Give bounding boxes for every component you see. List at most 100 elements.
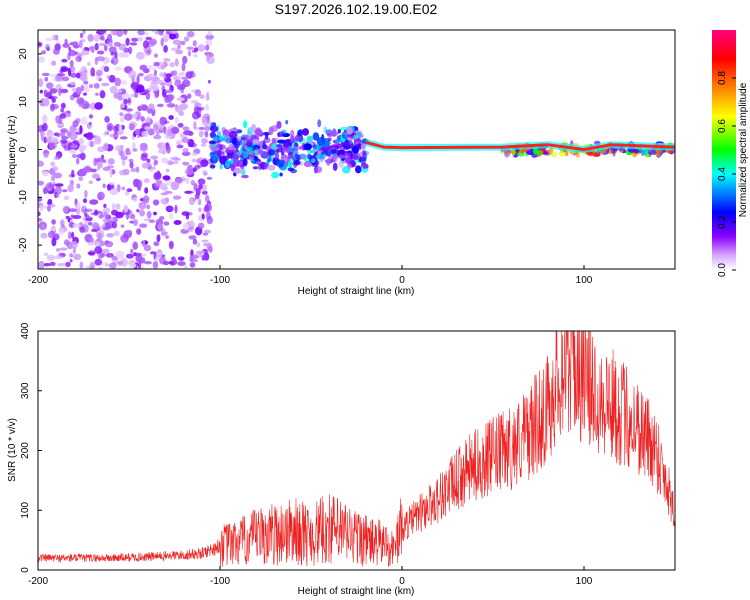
spectrogram-cell — [44, 76, 49, 82]
spectrogram-cell — [109, 133, 119, 138]
spectrogram-cell — [38, 160, 44, 167]
spectrogram-cell — [38, 42, 42, 47]
spectrogram-cell — [156, 234, 161, 243]
spectrogram-cell — [165, 89, 173, 94]
spectrogram-cell — [209, 164, 216, 169]
spectrogram-cell — [228, 143, 235, 151]
spectrogram-cell — [125, 211, 129, 220]
spectrogram-cell — [203, 172, 208, 176]
spectrogram-cell — [317, 119, 322, 128]
spectrogram-cell — [153, 241, 160, 247]
spectrogram-cell — [174, 117, 179, 124]
spectrogram-cell — [96, 50, 105, 55]
spectrogram-cell — [69, 259, 73, 263]
spectrogram-cell — [173, 195, 182, 200]
spectrogram-cell — [189, 262, 196, 268]
spectrogram-cell — [135, 254, 143, 263]
spectrogram-cell — [140, 253, 147, 257]
spectrogram-cell — [123, 205, 129, 213]
spectrogram-cell — [94, 258, 103, 266]
spectrogram-cell — [174, 105, 184, 113]
spectrogram-cell — [111, 202, 116, 211]
spectrogram-cell — [153, 183, 160, 188]
spectrogram-cell — [276, 120, 282, 129]
spectrogram-cell — [116, 30, 124, 37]
spectrogram-cell — [84, 189, 88, 199]
spectrogram-cell — [69, 59, 74, 68]
spectrogram-cell — [346, 126, 354, 135]
spectrogram-cell — [143, 178, 150, 184]
spectrogram-cell — [87, 251, 96, 255]
spectrogram-cell — [201, 213, 205, 220]
spectrogram-cell — [338, 160, 344, 168]
spectrogram-cell — [100, 211, 104, 217]
spectrogram-cell — [345, 157, 352, 164]
tone-trace — [365, 140, 675, 151]
spectrogram-cell — [128, 123, 135, 131]
spectrogram-cell — [89, 261, 95, 269]
spectrogram-cell — [42, 170, 49, 177]
spectrogram-cell — [99, 90, 106, 99]
spectrogram-cell — [84, 208, 93, 212]
spectrogram-cell — [130, 248, 134, 254]
spectrogram-cell — [97, 232, 103, 242]
spectrogram-cell — [108, 181, 115, 185]
spectrogram-cell — [169, 30, 178, 35]
snr-y-tick-label: 200 — [20, 442, 31, 459]
spectrogram-cell — [83, 166, 92, 173]
spectrogram-cell — [182, 55, 188, 65]
spectrogram-cell — [125, 37, 130, 47]
spectrogram-cell — [108, 262, 117, 269]
spectrogram-cell — [272, 159, 280, 165]
spectrogram-cell — [135, 166, 140, 173]
spectrogram-cell — [204, 131, 209, 138]
spectrogram-cell — [170, 181, 180, 191]
spectrogram-cell — [82, 30, 86, 35]
spectrogram-cell — [62, 43, 70, 48]
spectrogram-cell — [251, 123, 256, 133]
spectrogram-cell — [327, 137, 332, 142]
spectrogram-cell — [61, 224, 66, 228]
spectrogram-cell — [205, 211, 211, 220]
spectrogram-cell — [165, 235, 170, 239]
spectrogram-cell — [113, 230, 120, 236]
spectrogram-cell — [49, 103, 55, 112]
spectrogram-cell — [146, 116, 151, 123]
spectrogram-cell — [168, 115, 174, 120]
spectrogram-cell — [38, 78, 44, 87]
spectrogram-cell — [173, 161, 179, 165]
spectrogram-cell — [205, 38, 213, 47]
spectrogram-cell — [257, 149, 264, 155]
spectrogram-cell — [193, 54, 198, 58]
spectrogram-cell — [132, 241, 138, 250]
spectrogram-x-tick-label: 0 — [399, 275, 405, 286]
spectrogram-cell — [88, 180, 94, 184]
spectrogram-cell — [89, 140, 94, 148]
spectrogram-cell — [263, 137, 271, 144]
spectrogram-cell — [184, 265, 188, 269]
spectrogram-cell — [160, 197, 169, 205]
spectrogram-cell — [100, 36, 105, 41]
spectrogram-cell — [69, 131, 78, 141]
spectrogram-cell — [43, 252, 49, 257]
spectrogram-cell — [62, 205, 69, 213]
spectrogram-cell — [310, 149, 316, 154]
spectrogram-cell — [43, 98, 50, 107]
colorbar: 0.0 0.2 0.4 0.6 0.8 Normalized spectral ampl… — [712, 30, 749, 277]
spectrogram-cell — [72, 215, 82, 219]
spectrogram-cell — [58, 88, 62, 96]
spectrogram-cell — [276, 144, 283, 147]
spectrogram-cell — [121, 159, 126, 166]
spectrogram-cell — [290, 129, 295, 138]
spectrogram-cell — [144, 261, 152, 265]
spectrogram-cell — [145, 91, 151, 100]
spectrogram-cell — [120, 144, 124, 148]
spectrogram-cell — [126, 229, 133, 236]
spectrogram-cell — [346, 163, 352, 169]
spectrogram-cell — [337, 154, 347, 159]
spectrogram-cell — [40, 232, 48, 239]
spectrogram-cell — [146, 204, 151, 210]
spectrogram-cell — [133, 252, 138, 257]
spectrogram-cell — [225, 149, 235, 153]
